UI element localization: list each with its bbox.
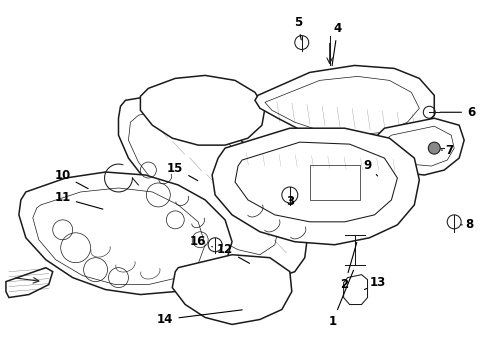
Text: 11: 11 <box>55 192 102 209</box>
Circle shape <box>427 142 439 154</box>
Polygon shape <box>374 118 463 175</box>
Text: 3: 3 <box>285 195 293 208</box>
Text: 6: 6 <box>439 106 474 119</box>
Polygon shape <box>19 172 232 294</box>
Text: 13: 13 <box>364 276 385 289</box>
Text: 5: 5 <box>293 16 301 40</box>
Text: 12: 12 <box>217 243 249 263</box>
Text: 14: 14 <box>157 310 242 326</box>
Polygon shape <box>254 66 433 145</box>
Polygon shape <box>6 268 53 298</box>
Text: 7: 7 <box>440 144 452 157</box>
Text: 10: 10 <box>55 168 88 189</box>
Polygon shape <box>140 75 264 145</box>
Text: 2: 2 <box>340 242 356 291</box>
Text: 9: 9 <box>363 158 377 176</box>
Text: 1: 1 <box>328 270 353 328</box>
Text: 8: 8 <box>460 218 472 231</box>
Text: 16: 16 <box>190 235 212 248</box>
Polygon shape <box>172 255 291 324</box>
Text: 4: 4 <box>331 22 341 66</box>
Text: 15: 15 <box>167 162 197 181</box>
Polygon shape <box>118 95 307 278</box>
Polygon shape <box>212 128 419 245</box>
